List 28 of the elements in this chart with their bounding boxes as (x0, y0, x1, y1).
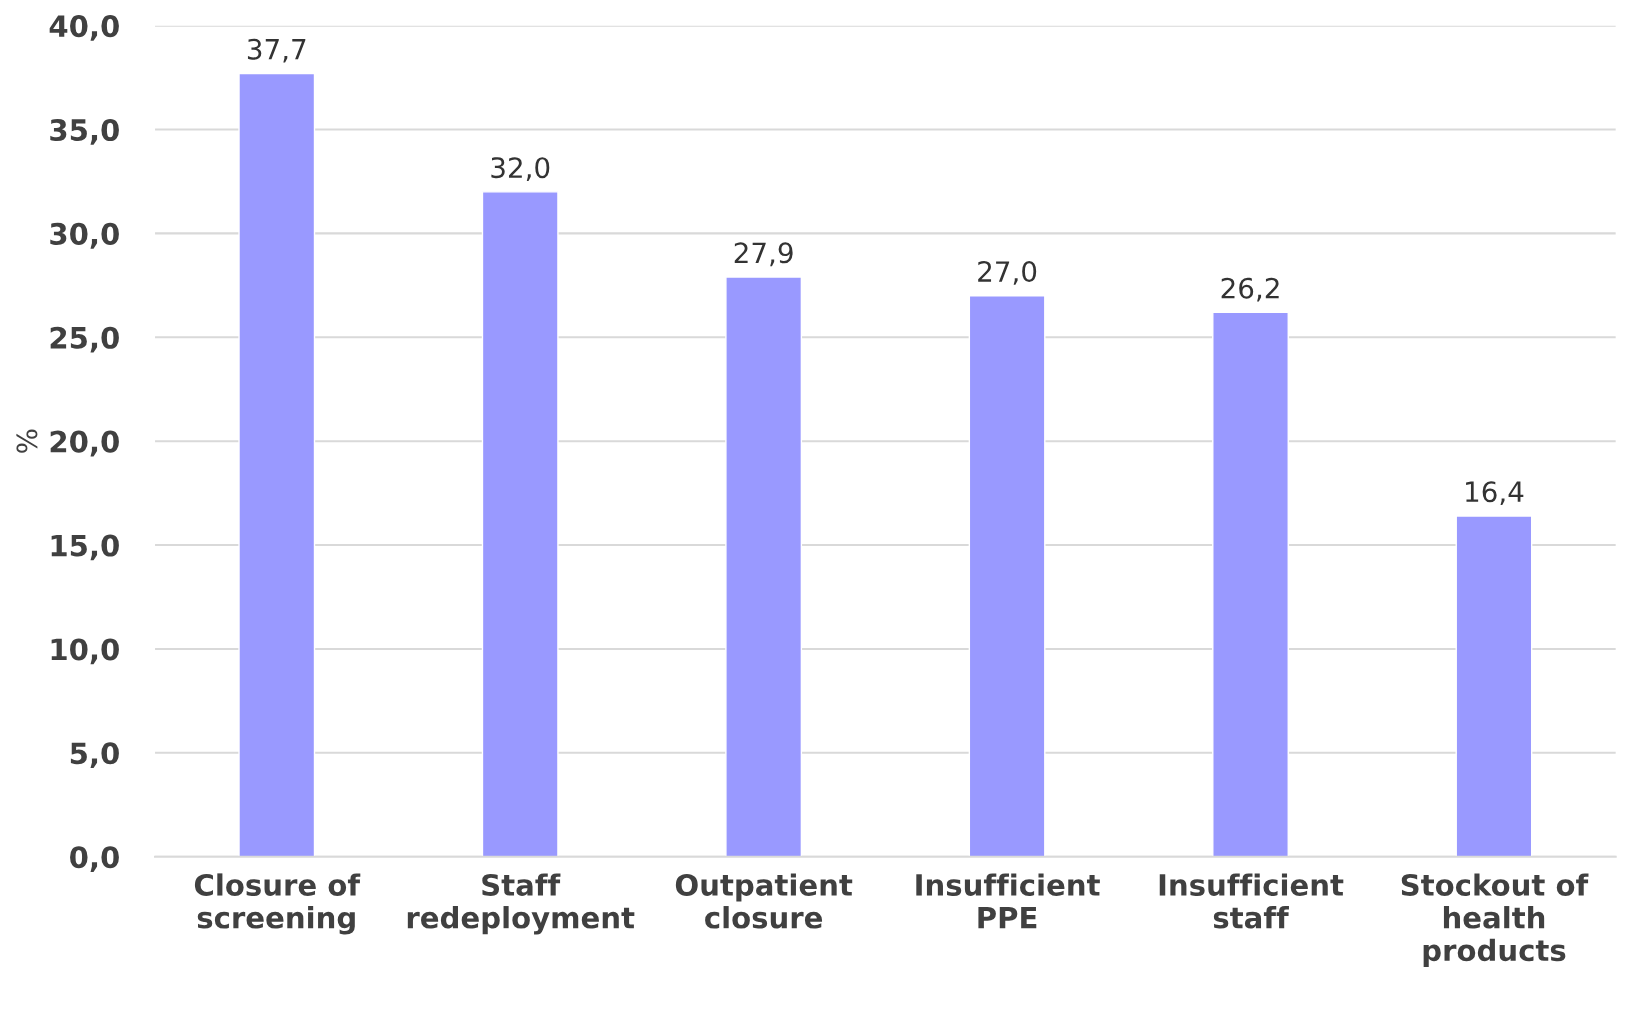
data-label: 26,2 (1221, 277, 1279, 302)
y-tick-label: 0,0 (70, 846, 119, 872)
bar (725, 276, 803, 857)
x-tick-label: Insufficient staff (1159, 873, 1344, 929)
x-tick-label: Staff redeployment (407, 873, 635, 935)
bar (481, 191, 559, 857)
x-tick-label: Stockout of health products (1401, 873, 1589, 967)
y-tick-label: 30,0 (50, 222, 119, 249)
data-label: 16,4 (1466, 481, 1524, 506)
x-tick-label: Insufficient PPE (916, 873, 1100, 929)
data-label: 37,7 (247, 38, 306, 63)
y-tick-label: 20,0 (50, 430, 119, 457)
bar (238, 72, 316, 857)
y-tick-label: 25,0 (50, 326, 119, 353)
bar (1212, 311, 1289, 857)
y-axis-title: % (16, 429, 38, 453)
x-tick-label: Closure of screening (194, 873, 361, 935)
bar (968, 295, 1046, 857)
y-tick-label: 5,0 (70, 742, 119, 769)
y-tick-label: 10,0 (51, 638, 119, 665)
bar (1455, 515, 1533, 857)
y-tick-label: 35,0 (50, 118, 119, 145)
y-tick-label: 15,0 (51, 534, 119, 561)
data-label: 32,0 (491, 157, 550, 181)
y-tick-label: 40,0 (49, 15, 119, 41)
data-label: 27,9 (734, 242, 793, 267)
data-label: 27,0 (978, 261, 1037, 285)
x-tick-label: Outpatient closure (675, 873, 853, 929)
